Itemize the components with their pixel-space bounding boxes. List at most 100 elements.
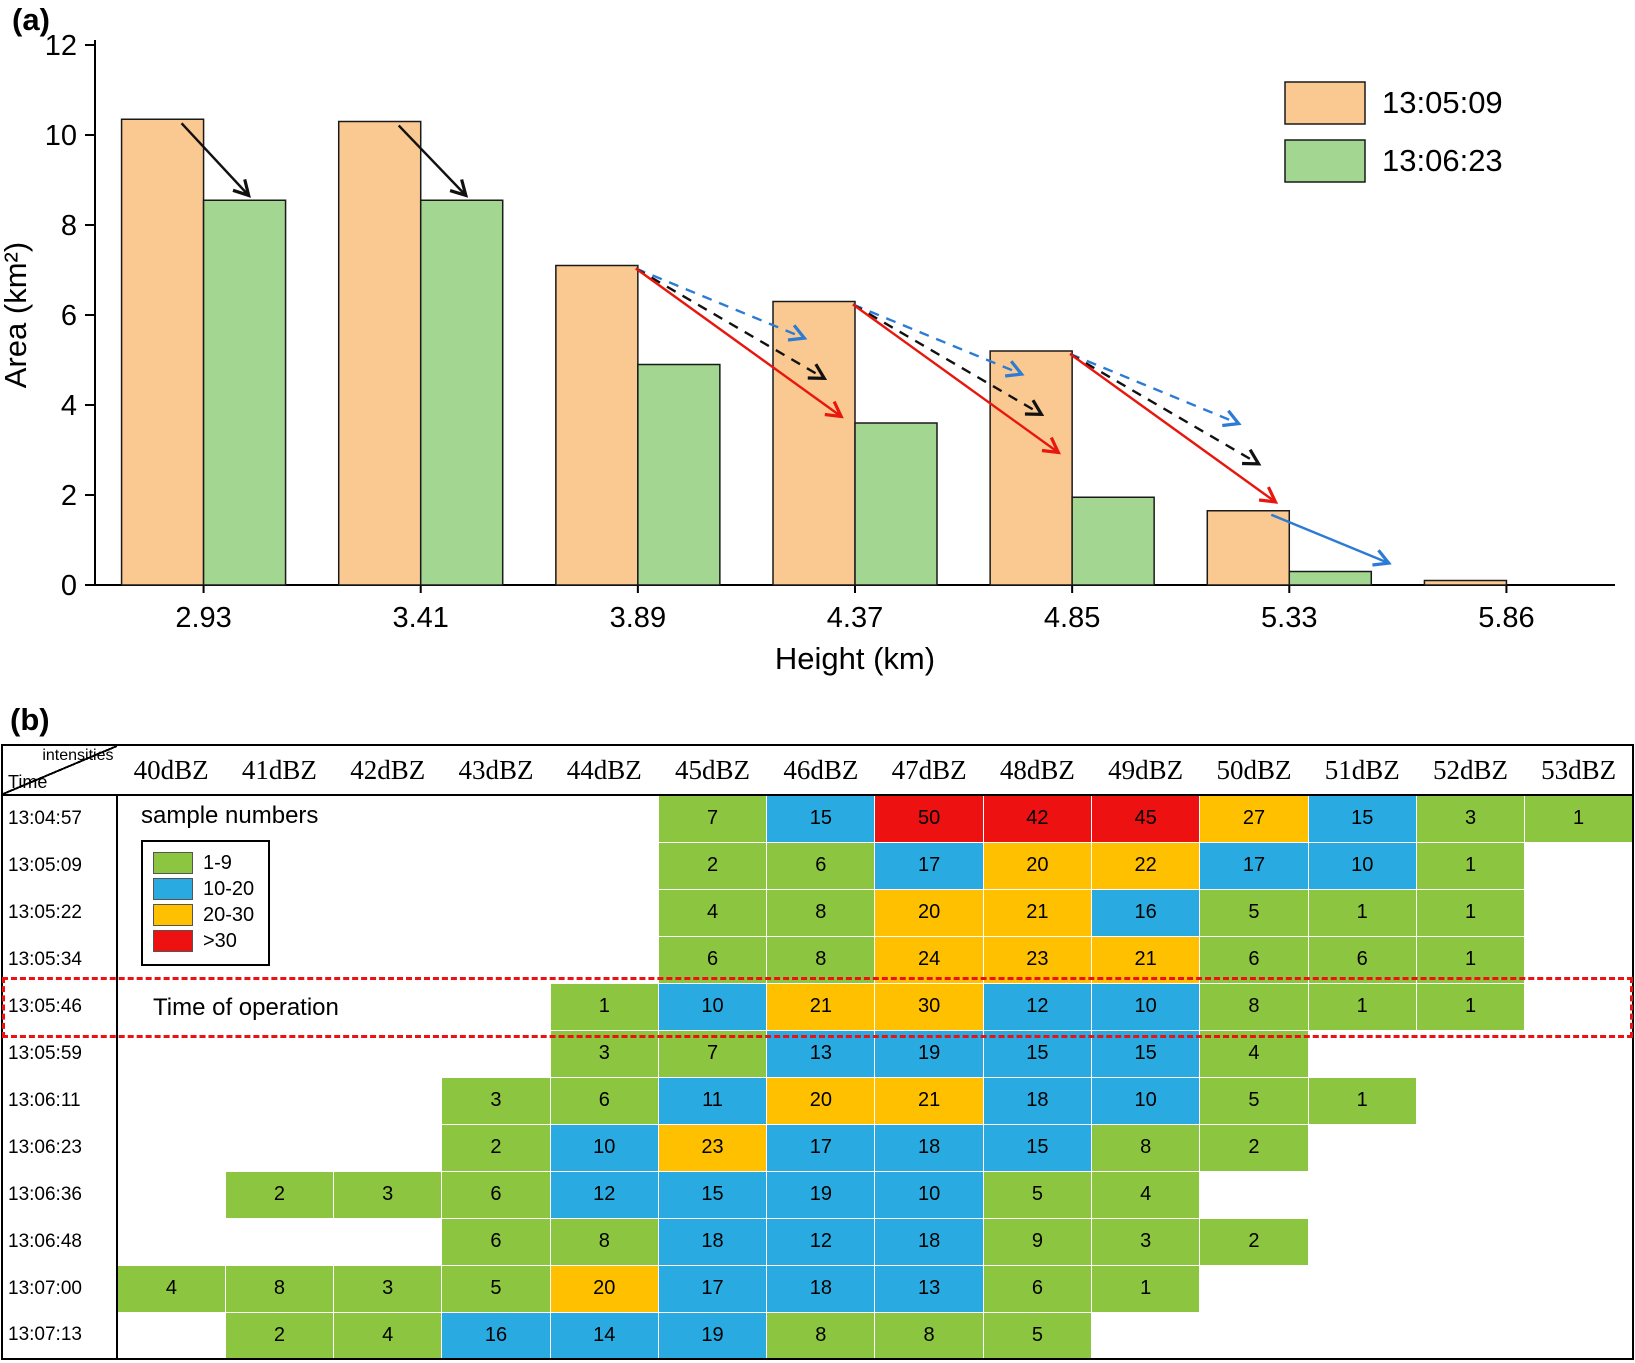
bar-130623	[1071, 496, 1155, 586]
heatmap-cell: 2	[224, 1170, 335, 1219]
heatmap-cell: 6	[766, 841, 876, 890]
heatmap-cell: 5	[1199, 1076, 1309, 1125]
column-header: 52dBZ	[1415, 744, 1526, 796]
heatmap-cell	[1524, 1170, 1634, 1219]
heatmap-cell: 16	[1091, 888, 1201, 937]
heatmap-cell	[1415, 1264, 1526, 1313]
heatmap-cell: 2	[657, 841, 768, 890]
heatmap-cell: 6	[657, 935, 768, 984]
column-header: 53dBZ	[1524, 744, 1634, 796]
chart-legend-label: 13:05:09	[1382, 85, 1503, 120]
heatmap-cell	[116, 982, 226, 1031]
heatmap-cell: 2	[1199, 1217, 1309, 1266]
column-header: 50dBZ	[1199, 744, 1309, 796]
x-axis-title: Height (km)	[775, 641, 935, 676]
heatmap-legend: sample numbers 1-9 10-20 20-30 >30	[141, 802, 318, 966]
heatmap-cell: 15	[1091, 1029, 1201, 1078]
x-tick-label: 4.85	[1044, 602, 1100, 634]
heatmap-cell: 8	[224, 1264, 335, 1313]
heatmap-cell: 19	[657, 1311, 768, 1360]
row-time: 13:05:22	[1, 888, 118, 937]
heatmap-row: 13:06:11 3 6 11 20 21 18 10 5 1	[1, 1076, 1634, 1125]
heatmap-cell	[333, 1123, 443, 1172]
heatmap-cell: 8	[766, 1311, 876, 1360]
column-header: 40dBZ	[116, 744, 226, 796]
bar-130623	[637, 363, 721, 586]
heatmap-cell	[116, 1029, 226, 1078]
heatmap-cell	[1307, 1311, 1417, 1360]
trend-arrow-red-solid	[1069, 353, 1274, 501]
heatmap-cell: 45	[1091, 794, 1201, 843]
y-tick-label: 6	[61, 300, 77, 332]
heatmap-cell: 17	[657, 1264, 768, 1313]
heatmap-cell	[1415, 1076, 1526, 1125]
heatmap-cell: 1	[1524, 794, 1634, 843]
heatmap-cell	[1307, 1170, 1417, 1219]
heatmap-cell: 8	[766, 935, 876, 984]
heatmap-cell: 19	[874, 1029, 984, 1078]
heatmap-cell	[224, 1217, 335, 1266]
heatmap-cell: 6	[549, 1076, 659, 1125]
legend-range-label: >30	[203, 930, 237, 952]
legend-swatch	[153, 930, 193, 952]
heatmap-cell: 2	[224, 1311, 335, 1360]
heatmap-legend-item: 20-30	[153, 904, 254, 926]
heatmap-cell: 18	[982, 1076, 1093, 1125]
heatmap-cell: 12	[766, 1217, 876, 1266]
trend-arrow-red-solid	[635, 267, 840, 416]
heatmap-cell	[116, 1311, 226, 1360]
trend-arrow-blue-dashed	[852, 303, 1020, 374]
heatmap-cell	[441, 935, 551, 984]
row-time: 13:05:09	[1, 841, 118, 890]
heatmap-cell: 5	[982, 1170, 1093, 1219]
column-header: 48dBZ	[982, 744, 1093, 796]
heatmap-cell: 15	[982, 1123, 1093, 1172]
heatmap-cell	[1524, 1076, 1634, 1125]
heatmap-cell: 10	[874, 1170, 984, 1219]
heatmap-cell: 15	[1307, 794, 1417, 843]
heatmap-cell	[1415, 1170, 1526, 1219]
trend-arrow-blue-dashed	[635, 267, 803, 338]
bar-130509	[555, 264, 639, 586]
heatmap-row: 13:05:34 6 8 24 23 21 6 6 1	[1, 935, 1634, 984]
y-tick-label: 10	[45, 120, 77, 152]
x-tick-label: 5.33	[1261, 602, 1317, 634]
heatmap-row: 13:05:46 1 10 21 30 12 10 8 1 1	[1, 982, 1634, 1031]
heatmap-cell: 23	[982, 935, 1093, 984]
heatmap-cell	[1524, 1311, 1634, 1360]
heatmap-cell: 8	[1091, 1123, 1201, 1172]
column-header: 42dBZ	[333, 744, 443, 796]
heatmap-cell: 4	[1091, 1170, 1201, 1219]
heatmap-cell: 4	[116, 1264, 226, 1313]
heatmap-cell: 3	[441, 1076, 551, 1125]
trend-arrow-black-dashed	[635, 267, 823, 378]
heatmap-cell: 1	[1415, 935, 1526, 984]
heatmap-cell	[549, 794, 659, 843]
column-header: 47dBZ	[874, 744, 984, 796]
heatmap-cell: 13	[766, 1029, 876, 1078]
heatmap-cell: 50	[874, 794, 984, 843]
heatmap-cell: 6	[441, 1170, 551, 1219]
trend-arrow-black-solid	[397, 124, 465, 195]
heatmap-cell	[333, 982, 443, 1031]
heatmap-cell	[333, 1217, 443, 1266]
bar-130623	[854, 422, 938, 586]
heatmap-cell: 8	[874, 1311, 984, 1360]
heatmap-cell	[441, 841, 551, 890]
heatmap-cell: 17	[874, 841, 984, 890]
heatmap-cell: 1	[1307, 888, 1417, 937]
heatmap-cell: 20	[766, 1076, 876, 1125]
heatmap-cell: 5	[982, 1311, 1093, 1360]
header-row: intensities Time 40dBZ 41dBZ 42dBZ 43dBZ 44dBZ…	[1, 744, 1634, 796]
heatmap-cell: 1	[1415, 888, 1526, 937]
heatmap-cell	[441, 982, 551, 1031]
heatmap-cell: 22	[1091, 841, 1201, 890]
legend-range-label: 1-9	[203, 852, 232, 874]
heatmap-cell: 6	[1199, 935, 1309, 984]
heatmap-cell: 21	[1091, 935, 1201, 984]
heatmap-cell	[1415, 1217, 1526, 1266]
y-tick-label: 2	[61, 480, 77, 512]
row-time: 13:04:57	[1, 794, 118, 843]
heatmap-cell	[224, 1123, 335, 1172]
